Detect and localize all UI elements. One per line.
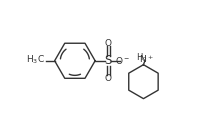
- Text: N$^+$: N$^+$: [139, 53, 154, 65]
- Text: O: O: [105, 39, 112, 48]
- Text: S: S: [104, 54, 112, 67]
- Text: H$_2$: H$_2$: [136, 52, 148, 64]
- Text: H$_3$C: H$_3$C: [26, 54, 45, 66]
- Text: O: O: [105, 74, 112, 83]
- Text: O$^-$: O$^-$: [115, 55, 130, 66]
